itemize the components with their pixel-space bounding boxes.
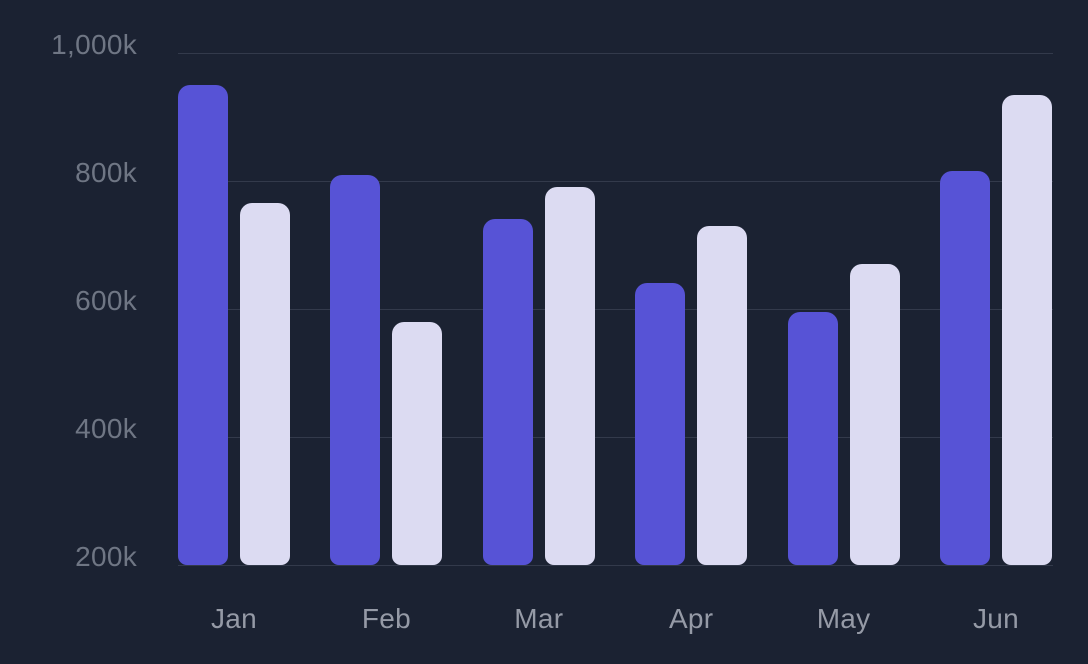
- y-axis-label: 1,000k: [51, 29, 137, 60]
- x-axis-label: May: [816, 603, 871, 634]
- x-axis-label: Feb: [361, 603, 411, 634]
- y-axis-label: 200k: [75, 541, 137, 572]
- bar-mar-indigo[interactable]: [482, 219, 533, 565]
- gridline-800k: [178, 181, 1053, 182]
- bar-jun-indigo[interactable]: [940, 171, 990, 565]
- bar-apr-lavender[interactable]: [697, 225, 748, 565]
- x-axis-label: Jun: [972, 603, 1020, 634]
- x-axis-label: Jan: [210, 603, 258, 634]
- x-axis-label: Mar: [514, 603, 564, 634]
- gridline-600k: [178, 309, 1053, 310]
- gridline-400k: [178, 437, 1053, 438]
- bar-jan-indigo[interactable]: [178, 85, 228, 565]
- bar-jan-lavender[interactable]: [240, 203, 290, 565]
- y-axis-label: 800k: [75, 157, 137, 188]
- bar-may-lavender[interactable]: [849, 264, 900, 565]
- x-axis-label: Apr: [668, 603, 714, 634]
- bar-mar-lavender[interactable]: [544, 187, 595, 565]
- y-axis-label: 400k: [75, 413, 137, 444]
- gridline-1000k: [178, 53, 1053, 54]
- bar-apr-indigo[interactable]: [635, 283, 686, 565]
- bar-may-indigo[interactable]: [787, 312, 838, 565]
- bar-feb-indigo[interactable]: [330, 174, 381, 565]
- y-axis-label: 600k: [75, 285, 137, 316]
- bar-jun-lavender[interactable]: [1002, 94, 1052, 565]
- bar-feb-lavender[interactable]: [392, 321, 443, 565]
- gridline-200k: [178, 565, 1053, 566]
